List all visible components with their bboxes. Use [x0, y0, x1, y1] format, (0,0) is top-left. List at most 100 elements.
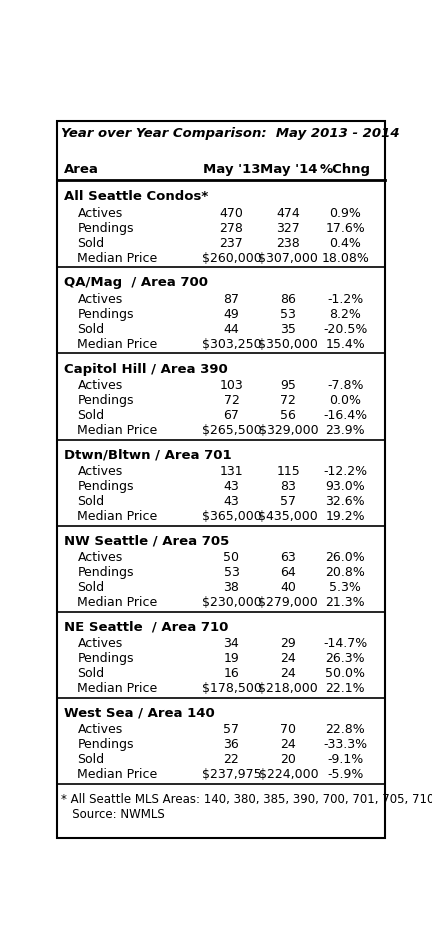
Text: 19.2%: 19.2% — [325, 510, 365, 522]
Text: May '14: May '14 — [260, 163, 317, 176]
Text: -5.9%: -5.9% — [327, 769, 363, 781]
Text: 50: 50 — [223, 551, 239, 564]
Text: Sold: Sold — [77, 753, 105, 767]
Text: 86: 86 — [280, 293, 296, 306]
Text: 29: 29 — [280, 637, 296, 651]
Text: 50.0%: 50.0% — [325, 667, 365, 680]
Text: 278: 278 — [219, 221, 243, 235]
Text: 23.9%: 23.9% — [325, 424, 365, 437]
Text: Pendings: Pendings — [77, 566, 134, 580]
Text: Pendings: Pendings — [77, 653, 134, 665]
Text: 53: 53 — [223, 566, 239, 580]
Text: $218,000: $218,000 — [258, 682, 318, 695]
Text: 43: 43 — [224, 480, 239, 493]
Text: $178,500: $178,500 — [201, 682, 261, 695]
Text: 18.08%: 18.08% — [321, 252, 369, 265]
Text: 470: 470 — [219, 207, 243, 219]
Text: -20.5%: -20.5% — [323, 323, 368, 335]
Text: $265,500: $265,500 — [202, 424, 261, 437]
Text: Pendings: Pendings — [77, 308, 134, 321]
Text: Actives: Actives — [77, 724, 123, 736]
Text: Actives: Actives — [77, 379, 123, 392]
Text: 63: 63 — [280, 551, 296, 564]
Text: Median Price: Median Price — [77, 682, 158, 695]
Text: 40: 40 — [280, 581, 296, 594]
Text: 57: 57 — [280, 495, 296, 508]
Text: Sold: Sold — [77, 495, 105, 508]
Text: Pendings: Pendings — [77, 738, 134, 751]
Text: 24: 24 — [280, 667, 296, 680]
Text: 22: 22 — [224, 753, 239, 767]
Text: -1.2%: -1.2% — [327, 293, 363, 306]
Text: May '13: May '13 — [203, 163, 260, 176]
Text: 43: 43 — [224, 495, 239, 508]
Text: $303,250: $303,250 — [202, 337, 261, 351]
Text: Median Price: Median Price — [77, 596, 158, 609]
Text: 15.4%: 15.4% — [325, 337, 365, 351]
Text: Actives: Actives — [77, 466, 123, 478]
Text: 0.0%: 0.0% — [329, 394, 361, 407]
Text: Pendings: Pendings — [77, 480, 134, 493]
Text: 19: 19 — [224, 653, 239, 665]
Text: 24: 24 — [280, 653, 296, 665]
Text: 95: 95 — [280, 379, 296, 392]
Text: 72: 72 — [280, 394, 296, 407]
Text: Dtwn/Bltwn / Area 701: Dtwn/Bltwn / Area 701 — [64, 448, 232, 462]
Text: Median Price: Median Price — [77, 424, 158, 437]
Text: 21.3%: 21.3% — [325, 596, 365, 609]
Text: Area: Area — [64, 163, 99, 176]
Text: 22.1%: 22.1% — [325, 682, 365, 695]
Text: Year over Year Comparison:  May 2013 - 2014: Year over Year Comparison: May 2013 - 20… — [60, 127, 399, 141]
Text: 16: 16 — [224, 667, 239, 680]
Text: $237,975: $237,975 — [202, 769, 261, 781]
Text: 83: 83 — [280, 480, 296, 493]
Text: Pendings: Pendings — [77, 394, 134, 407]
Text: All Seattle Condos*: All Seattle Condos* — [64, 190, 208, 203]
Text: $307,000: $307,000 — [258, 252, 318, 265]
Text: Sold: Sold — [77, 408, 105, 422]
Text: 17.6%: 17.6% — [325, 221, 365, 235]
Text: -16.4%: -16.4% — [323, 408, 367, 422]
Text: 20: 20 — [280, 753, 296, 767]
Text: 0.4%: 0.4% — [329, 237, 361, 250]
Text: 115: 115 — [276, 466, 300, 478]
Text: NE Seattle  / Area 710: NE Seattle / Area 710 — [64, 620, 229, 634]
Text: Source: NWMLS: Source: NWMLS — [60, 808, 165, 821]
Text: 72: 72 — [223, 394, 239, 407]
Text: 70: 70 — [280, 724, 296, 736]
Text: NW Seattle / Area 705: NW Seattle / Area 705 — [64, 535, 229, 548]
Text: 26.0%: 26.0% — [325, 551, 365, 564]
Text: 35: 35 — [280, 323, 296, 335]
Text: 20.8%: 20.8% — [325, 566, 365, 580]
Text: 38: 38 — [223, 581, 239, 594]
Text: Median Price: Median Price — [77, 337, 158, 351]
Text: Actives: Actives — [77, 551, 123, 564]
Text: -9.1%: -9.1% — [327, 753, 363, 767]
Text: Median Price: Median Price — [77, 769, 158, 781]
Text: Actives: Actives — [77, 207, 123, 219]
Text: 8.2%: 8.2% — [329, 308, 361, 321]
Text: $224,000: $224,000 — [258, 769, 318, 781]
Text: 474: 474 — [276, 207, 300, 219]
Text: 24: 24 — [280, 738, 296, 751]
Text: 64: 64 — [280, 566, 296, 580]
Text: West Sea / Area 140: West Sea / Area 140 — [64, 707, 215, 720]
Text: 238: 238 — [276, 237, 300, 250]
Text: 93.0%: 93.0% — [325, 480, 365, 493]
Text: -33.3%: -33.3% — [323, 738, 367, 751]
Text: 36: 36 — [224, 738, 239, 751]
Text: 87: 87 — [223, 293, 239, 306]
Text: 103: 103 — [219, 379, 243, 392]
Text: Pendings: Pendings — [77, 221, 134, 235]
Text: 34: 34 — [224, 637, 239, 651]
Text: QA/Mag  / Area 700: QA/Mag / Area 700 — [64, 276, 208, 290]
Text: $260,000: $260,000 — [202, 252, 261, 265]
Text: $329,000: $329,000 — [258, 424, 318, 437]
Text: 67: 67 — [223, 408, 239, 422]
Text: * All Seattle MLS Areas: 140, 380, 385, 390, 700, 701, 705, 710: * All Seattle MLS Areas: 140, 380, 385, … — [60, 793, 432, 806]
Text: Actives: Actives — [77, 293, 123, 306]
Text: $230,000: $230,000 — [202, 596, 261, 609]
Text: Capitol Hill / Area 390: Capitol Hill / Area 390 — [64, 363, 228, 375]
Text: 32.6%: 32.6% — [325, 495, 365, 508]
Text: Sold: Sold — [77, 667, 105, 680]
